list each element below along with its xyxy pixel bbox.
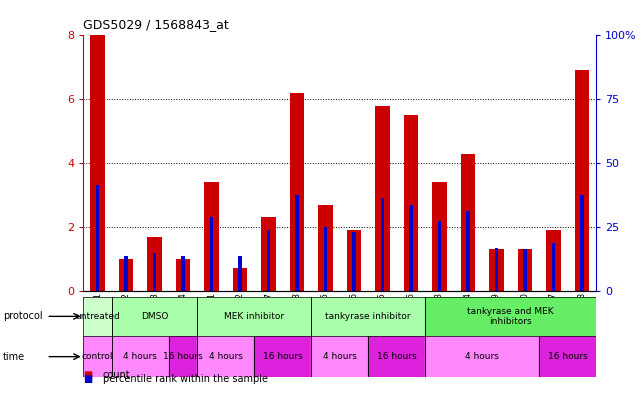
Bar bbox=[233, 268, 247, 291]
Text: 4 hours: 4 hours bbox=[465, 352, 499, 361]
Text: time: time bbox=[3, 352, 26, 362]
Text: 16 hours: 16 hours bbox=[548, 352, 588, 361]
Text: count: count bbox=[103, 370, 130, 380]
Bar bbox=[119, 259, 133, 291]
Bar bbox=[312, 297, 425, 336]
Bar bbox=[312, 336, 368, 377]
Text: protocol: protocol bbox=[3, 311, 43, 321]
Bar bbox=[267, 230, 271, 291]
Bar bbox=[124, 256, 128, 291]
Bar bbox=[262, 217, 276, 291]
Bar bbox=[290, 93, 304, 291]
Bar bbox=[518, 249, 532, 291]
Bar bbox=[112, 336, 169, 377]
Text: MEK inhibitor: MEK inhibitor bbox=[224, 312, 285, 321]
Bar bbox=[197, 297, 312, 336]
Bar bbox=[347, 230, 361, 291]
Bar bbox=[575, 70, 589, 291]
Bar bbox=[461, 154, 475, 291]
Text: 16 hours: 16 hours bbox=[263, 352, 303, 361]
Bar bbox=[425, 336, 539, 377]
Bar bbox=[539, 336, 596, 377]
Bar bbox=[404, 115, 418, 291]
Bar bbox=[238, 256, 242, 291]
Text: untreated: untreated bbox=[75, 312, 120, 321]
Bar bbox=[495, 248, 498, 291]
Text: 16 hours: 16 hours bbox=[163, 352, 203, 361]
Bar bbox=[552, 243, 555, 291]
Bar bbox=[580, 195, 583, 291]
Bar bbox=[254, 336, 312, 377]
Text: control: control bbox=[82, 352, 113, 361]
Text: percentile rank within the sample: percentile rank within the sample bbox=[103, 375, 267, 384]
Bar bbox=[153, 252, 156, 291]
Bar bbox=[381, 198, 384, 291]
Bar bbox=[96, 185, 99, 291]
Bar bbox=[90, 35, 104, 291]
Bar bbox=[83, 297, 112, 336]
Bar bbox=[197, 336, 254, 377]
Bar bbox=[489, 249, 504, 291]
Bar bbox=[353, 232, 356, 291]
Bar bbox=[546, 230, 560, 291]
Bar bbox=[112, 297, 197, 336]
Text: DMSO: DMSO bbox=[141, 312, 168, 321]
Bar bbox=[523, 249, 527, 291]
Bar bbox=[438, 220, 441, 291]
Bar bbox=[176, 259, 190, 291]
Bar bbox=[204, 182, 219, 291]
Bar bbox=[425, 297, 596, 336]
Bar bbox=[296, 195, 299, 291]
Text: 4 hours: 4 hours bbox=[123, 352, 157, 361]
Text: 16 hours: 16 hours bbox=[377, 352, 417, 361]
Bar bbox=[432, 182, 447, 291]
Text: GDS5029 / 1568843_at: GDS5029 / 1568843_at bbox=[83, 18, 229, 31]
Bar bbox=[409, 205, 413, 291]
Text: ■: ■ bbox=[83, 375, 92, 384]
Text: 4 hours: 4 hours bbox=[323, 352, 356, 361]
Text: tankyrase inhibitor: tankyrase inhibitor bbox=[326, 312, 411, 321]
Text: tankyrase and MEK
inhibitors: tankyrase and MEK inhibitors bbox=[467, 307, 554, 326]
Bar bbox=[147, 237, 162, 291]
Bar bbox=[368, 336, 425, 377]
Bar bbox=[466, 211, 470, 291]
Bar bbox=[83, 336, 112, 377]
Bar bbox=[210, 217, 213, 291]
Bar bbox=[169, 336, 197, 377]
Bar bbox=[324, 227, 327, 291]
Bar bbox=[376, 106, 390, 291]
Bar bbox=[181, 256, 185, 291]
Bar bbox=[319, 205, 333, 291]
Text: ■: ■ bbox=[83, 370, 92, 380]
Text: 4 hours: 4 hours bbox=[209, 352, 243, 361]
